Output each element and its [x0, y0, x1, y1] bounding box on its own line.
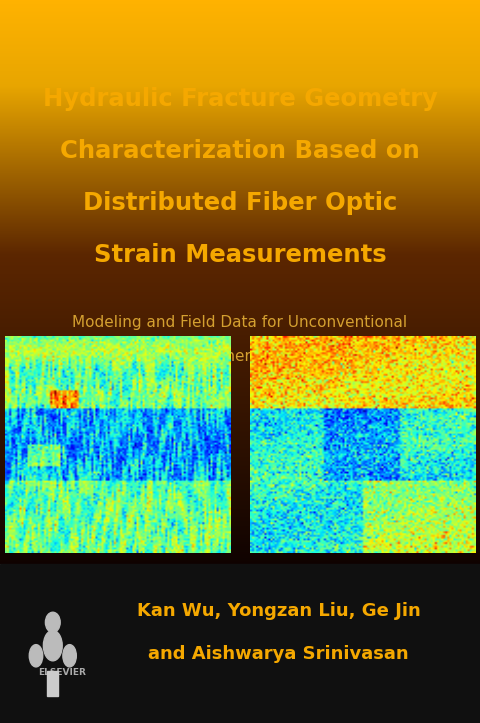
- Text: Strain Measurements: Strain Measurements: [94, 243, 386, 267]
- Text: Distributed Fiber Optic: Distributed Fiber Optic: [83, 191, 397, 215]
- Text: and Geothermal Wells: and Geothermal Wells: [156, 349, 324, 364]
- Ellipse shape: [63, 645, 76, 667]
- Text: Kan Wu, Yongzan Liu, Ge Jin: Kan Wu, Yongzan Liu, Ge Jin: [136, 602, 420, 620]
- Text: ELSEVIER: ELSEVIER: [38, 668, 86, 677]
- Text: and Aishwarya Srinivasan: and Aishwarya Srinivasan: [148, 646, 408, 663]
- Text: Modeling and Field Data for Unconventional: Modeling and Field Data for Unconvention…: [72, 315, 408, 330]
- Bar: [0, 564, 480, 723]
- Ellipse shape: [29, 645, 43, 667]
- Ellipse shape: [43, 630, 62, 661]
- Text: Hydraulic Fracture Geometry: Hydraulic Fracture Geometry: [43, 87, 437, 111]
- Bar: [48, 671, 58, 696]
- Ellipse shape: [46, 612, 60, 633]
- Text: Characterization Based on: Characterization Based on: [60, 139, 420, 163]
